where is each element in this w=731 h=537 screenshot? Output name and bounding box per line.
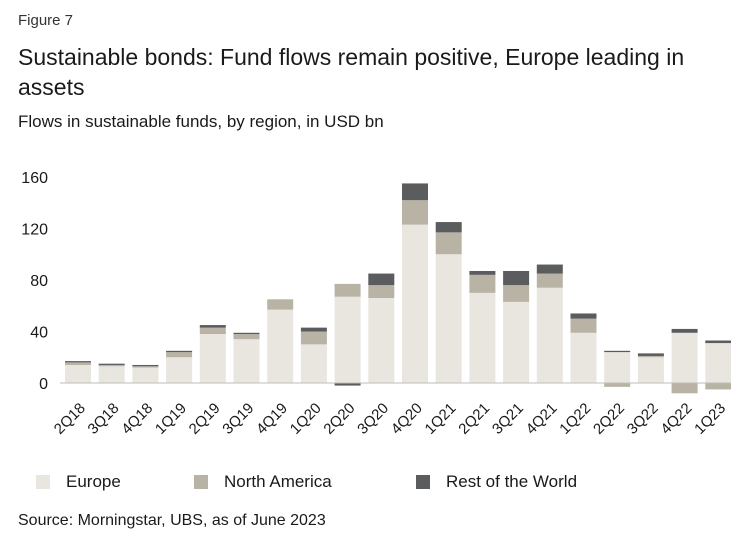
- x-tick-label: 4Q19: [253, 400, 291, 438]
- bar-segment-north-america: [469, 274, 496, 293]
- bar-segment-europe: [199, 334, 226, 383]
- bar-segment-europe: [267, 309, 294, 383]
- x-tick-label: 3Q20: [354, 400, 392, 438]
- bar-segment-rest-of-the-world: [65, 361, 91, 363]
- x-tick-label: 1Q22: [556, 400, 594, 438]
- stacked-bar-chart: 040801201602Q183Q184Q181Q192Q193Q194Q191…: [21, 170, 731, 438]
- bar-segment-rest-of-the-world: [334, 383, 361, 386]
- x-tick-label: 4Q21: [523, 400, 561, 438]
- bar-segment-rest-of-the-world: [435, 222, 462, 233]
- bar-segment-rest-of-the-world: [98, 363, 125, 365]
- legend-swatch: [194, 475, 208, 489]
- x-tick-label: 3Q21: [489, 400, 527, 438]
- x-tick-label: 1Q21: [422, 400, 460, 438]
- legend-swatch: [416, 475, 430, 489]
- bar-segment-north-america: [132, 366, 159, 368]
- bar-segment-europe: [132, 367, 159, 383]
- figure-label: Figure 7: [18, 12, 74, 29]
- y-tick-label: 120: [21, 222, 48, 239]
- bar-segment-rest-of-the-world: [233, 332, 260, 335]
- y-tick-label: 40: [30, 325, 48, 342]
- legend-swatch: [36, 475, 50, 489]
- bar-segment-europe: [166, 357, 193, 383]
- bar-segment-rest-of-the-world: [503, 270, 530, 286]
- x-tick-label: 1Q23: [691, 400, 729, 438]
- legend-label: North America: [224, 472, 332, 491]
- bar-segment-europe: [536, 287, 563, 383]
- legend-label: Rest of the World: [446, 472, 578, 491]
- bar-segment-europe: [637, 357, 664, 383]
- bar-segment-north-america: [402, 200, 428, 225]
- bar-segment-rest-of-the-world: [402, 183, 428, 201]
- legend-item-north-america: North America: [194, 472, 332, 492]
- y-tick-label: 160: [21, 170, 48, 187]
- x-tick-label: 4Q22: [657, 400, 695, 438]
- bar-segment-north-america: [166, 352, 193, 358]
- x-tick-label: 1Q20: [287, 400, 325, 438]
- x-tick-label: 3Q22: [624, 400, 662, 438]
- bar-segment-north-america: [604, 383, 631, 387]
- legend-item-rest-of-the-world: Rest of the World: [416, 472, 577, 492]
- bar-segment-europe: [98, 366, 125, 383]
- bar-segment-europe: [334, 296, 361, 383]
- bar-segment-north-america: [503, 285, 530, 302]
- bar-segment-rest-of-the-world: [705, 340, 731, 344]
- bar-segment-europe: [705, 343, 731, 383]
- bar-segment-north-america: [65, 362, 91, 365]
- bar-segment-rest-of-the-world: [570, 313, 597, 319]
- bar-segment-rest-of-the-world: [671, 328, 698, 333]
- bar-segment-north-america: [435, 232, 462, 255]
- bar-segment-europe: [671, 332, 698, 383]
- legend-item-europe: Europe: [36, 472, 121, 492]
- bar-segment-north-america: [98, 364, 125, 367]
- bar-segment-rest-of-the-world: [604, 350, 631, 353]
- y-tick-label: 80: [30, 273, 48, 290]
- bar-segment-north-america: [233, 334, 260, 340]
- bar-segment-europe: [503, 301, 530, 383]
- x-tick-label: 4Q20: [388, 400, 426, 438]
- bar-segment-europe: [65, 364, 91, 383]
- bar-segment-north-america: [637, 355, 664, 358]
- bar-segment-north-america: [334, 283, 361, 297]
- bar-segment-europe: [570, 332, 597, 383]
- bar-segment-north-america: [570, 318, 597, 333]
- bar-segment-europe: [402, 224, 428, 383]
- bar-segment-europe: [300, 344, 327, 383]
- x-tick-label: 2Q21: [455, 400, 493, 438]
- y-tick-label: 0: [39, 376, 48, 393]
- chart-subtitle: Flows in sustainable funds, by region, i…: [18, 112, 384, 131]
- bar-segment-europe: [469, 292, 496, 383]
- x-tick-label: 4Q18: [118, 400, 156, 438]
- bar-segment-north-america: [199, 327, 226, 335]
- chart-title: Sustainable bonds: Fund flows remain pos…: [18, 44, 685, 100]
- bar-segment-rest-of-the-world: [132, 364, 159, 367]
- bar-segment-north-america: [705, 383, 731, 390]
- legend: Europe North America Rest of the World: [0, 472, 731, 496]
- x-tick-label: 2Q20: [320, 400, 358, 438]
- bar-segment-north-america: [368, 285, 395, 299]
- bar-segment-north-america: [536, 273, 563, 288]
- x-tick-label: 3Q19: [219, 400, 257, 438]
- bar-segment-europe: [604, 352, 631, 383]
- bar-segment-rest-of-the-world: [368, 273, 395, 286]
- bar-segment-north-america: [671, 383, 698, 394]
- bar-segment-north-america: [267, 299, 294, 310]
- x-tick-label: 3Q18: [85, 400, 123, 438]
- bar-segment-rest-of-the-world: [469, 270, 496, 275]
- legend-label: Europe: [66, 472, 121, 491]
- x-tick-label: 2Q22: [590, 400, 628, 438]
- bar-segment-rest-of-the-world: [199, 325, 226, 328]
- x-tick-label: 2Q18: [51, 400, 89, 438]
- bar-segment-europe: [233, 339, 260, 383]
- x-tick-label: 1Q19: [152, 400, 190, 438]
- bar-segment-europe: [435, 254, 462, 383]
- bar-segment-north-america: [300, 331, 327, 345]
- bar-segment-rest-of-the-world: [637, 353, 664, 356]
- bar-segment-rest-of-the-world: [300, 327, 327, 332]
- bar-segment-rest-of-the-world: [536, 264, 563, 274]
- bar-segment-rest-of-the-world: [166, 350, 193, 353]
- x-tick-label: 2Q19: [186, 400, 224, 438]
- source-note: Source: Morningstar, UBS, as of June 202…: [18, 512, 326, 529]
- bar-segment-europe: [368, 298, 395, 383]
